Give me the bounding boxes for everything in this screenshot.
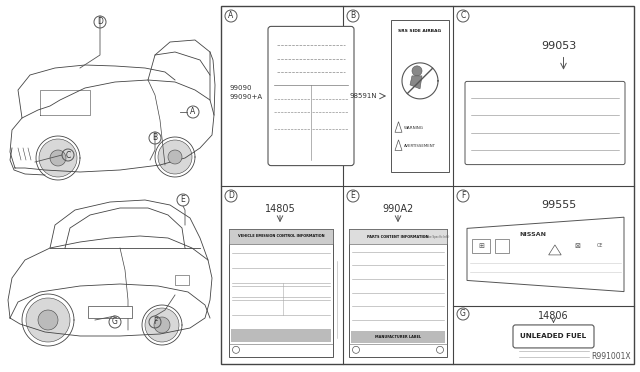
- Text: SRS SIDE AIRBAG: SRS SIDE AIRBAG: [399, 29, 442, 33]
- Text: CE: CE: [597, 243, 604, 248]
- Text: B: B: [152, 134, 157, 142]
- Text: WARNING: WARNING: [404, 126, 424, 130]
- Text: E: E: [351, 192, 355, 201]
- Polygon shape: [410, 76, 422, 89]
- Bar: [351, 331, 445, 343]
- Text: PARTS CONTENT INFORMATION: PARTS CONTENT INFORMATION: [367, 235, 429, 239]
- Text: F: F: [461, 192, 465, 201]
- Bar: [229, 229, 333, 357]
- Bar: [231, 329, 331, 341]
- Text: G: G: [112, 317, 118, 327]
- Circle shape: [38, 310, 58, 330]
- Text: B: B: [351, 12, 356, 20]
- Text: F: F: [153, 317, 157, 327]
- Text: C: C: [65, 151, 70, 160]
- Text: E: E: [180, 196, 186, 205]
- Bar: [495, 239, 509, 253]
- Bar: [472, 239, 490, 253]
- Circle shape: [50, 150, 66, 166]
- Text: 14805: 14805: [264, 204, 296, 214]
- Text: 990A2: 990A2: [382, 204, 413, 214]
- Text: D: D: [228, 192, 234, 201]
- Bar: [349, 229, 447, 244]
- FancyBboxPatch shape: [513, 325, 594, 348]
- Circle shape: [154, 317, 170, 333]
- Text: AVERTISSEMENT: AVERTISSEMENT: [404, 144, 436, 148]
- Circle shape: [145, 308, 179, 342]
- Circle shape: [26, 298, 70, 342]
- Text: R991001X: R991001X: [591, 352, 631, 361]
- Text: G: G: [460, 310, 466, 318]
- Text: D: D: [97, 17, 103, 26]
- Bar: [88, 306, 132, 318]
- Bar: [229, 229, 333, 244]
- FancyBboxPatch shape: [268, 26, 354, 166]
- Text: 14806: 14806: [538, 311, 569, 321]
- Text: 99555: 99555: [541, 200, 576, 210]
- Bar: [391, 20, 449, 171]
- Text: UNLEADED FUEL: UNLEADED FUEL: [520, 333, 587, 339]
- Bar: [175, 275, 189, 285]
- Circle shape: [39, 139, 77, 177]
- Text: NISSAN: NISSAN: [520, 232, 547, 237]
- Circle shape: [412, 66, 422, 76]
- Text: ⊠: ⊠: [574, 243, 580, 249]
- Circle shape: [158, 140, 192, 174]
- Text: A: A: [190, 108, 196, 116]
- Text: 99090
99090+A: 99090 99090+A: [229, 85, 262, 100]
- Text: VEHICLE EMISSION CONTROL INFORMATION: VEHICLE EMISSION CONTROL INFORMATION: [237, 234, 324, 238]
- Bar: [221, 6, 634, 364]
- Text: 98591N: 98591N: [349, 93, 376, 99]
- Text: ⊞: ⊞: [478, 243, 484, 249]
- Text: A: A: [228, 12, 234, 20]
- FancyBboxPatch shape: [465, 81, 625, 164]
- Text: MANUFACTURER LABEL: MANUFACTURER LABEL: [375, 335, 421, 339]
- Bar: [349, 229, 447, 357]
- Text: C: C: [460, 12, 466, 20]
- Text: (Service Specific Info): (Service Specific Info): [420, 235, 449, 239]
- Text: 99053: 99053: [541, 41, 576, 51]
- Circle shape: [168, 150, 182, 164]
